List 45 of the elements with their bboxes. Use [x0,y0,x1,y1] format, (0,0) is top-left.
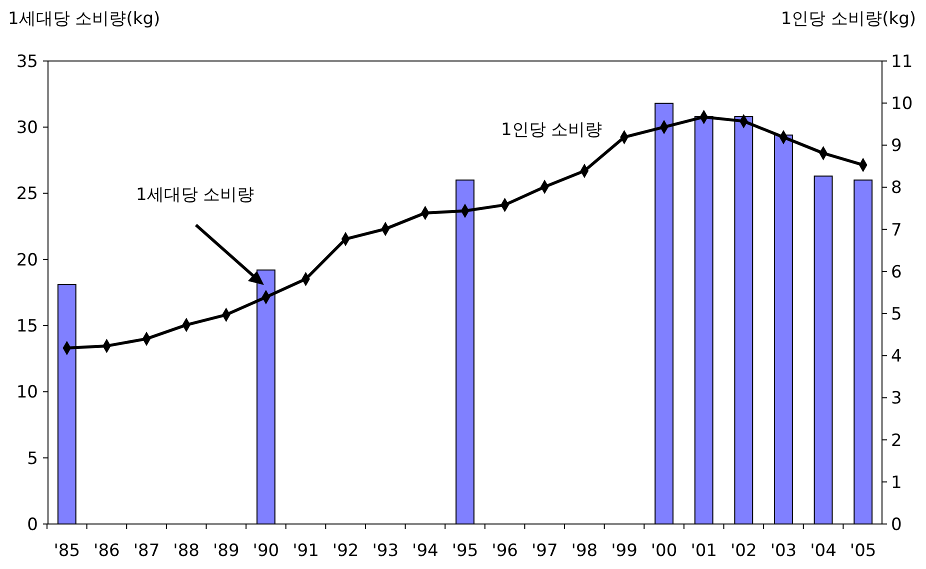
y2-tick-label: 4 [891,346,902,367]
y-tick-label: 25 [16,184,38,204]
y-tick-label: 15 [16,316,38,337]
x-tick-label: '01 [690,541,718,561]
x-tick-label: '92 [332,541,359,561]
x-tick-label: '02 [730,541,757,561]
x-tick-label: '87 [133,541,160,561]
x-tick-label: '03 [770,541,797,561]
x-tick-label: '96 [492,541,518,561]
y2-tick-label: 6 [891,262,902,282]
x-tick-label: '00 [650,541,678,561]
y2-tick-label: 10 [891,94,913,114]
y2-tick-label: 8 [891,178,902,198]
x-tick-label: '91 [292,541,319,561]
x-tick-label: '85 [54,541,80,561]
y2-tick-label: 0 [891,514,902,535]
x-tick-label: '99 [611,541,638,561]
y-tick-label: 5 [27,448,38,469]
x-tick-label: '90 [252,541,280,561]
y2-tick-label: 11 [891,52,913,72]
series-label: 1인당 소비량 [501,120,602,140]
text: 1세대당 소비량 [136,185,254,205]
x-tick-label: '89 [212,541,240,561]
y2-tick-label: 3 [891,388,902,409]
y2-tick-label: 2 [891,430,902,451]
y2-tick-label: 1 [891,472,902,493]
x-tick-label: '95 [452,541,478,561]
y2-tick-label: 5 [891,304,902,324]
x-tick-label: '05 [850,541,876,561]
y-tick-label: 0 [27,514,38,535]
x-tick-label: '93 [372,541,399,561]
y-tick-label: 35 [16,52,38,72]
x-tick-label: '04 [810,541,836,561]
y2-axis-title: 1인당 소비량(kg) [780,9,916,29]
y2-tick-label: 7 [891,220,902,240]
y-axis-title: 1세대당 소비량(kg) [8,9,160,29]
x-tick-label: '97 [531,541,558,561]
y-tick-label: 20 [16,250,38,270]
y-tick-label: 10 [16,382,38,403]
x-tick-label: '86 [94,541,120,561]
y2-tick-label: 9 [891,136,902,156]
x-tick-label: '94 [412,541,438,561]
y-tick-label: 30 [16,118,38,138]
x-tick-label: '88 [173,541,200,561]
x-tick-label: '98 [571,541,598,561]
